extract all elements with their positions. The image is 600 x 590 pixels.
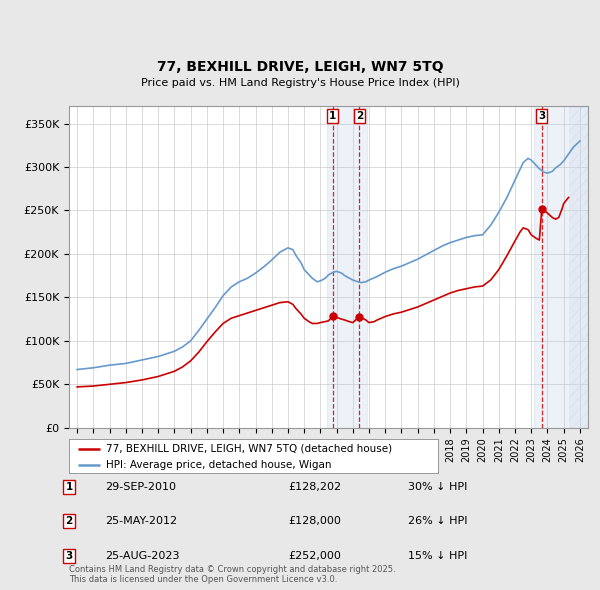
Text: 1: 1 <box>329 111 336 121</box>
Text: 77, BEXHILL DRIVE, LEIGH, WN7 5TQ (detached house): 77, BEXHILL DRIVE, LEIGH, WN7 5TQ (detac… <box>106 444 392 454</box>
Text: 2: 2 <box>65 516 73 526</box>
Text: Price paid vs. HM Land Registry's House Price Index (HPI): Price paid vs. HM Land Registry's House … <box>140 78 460 88</box>
Text: £128,000: £128,000 <box>288 516 341 526</box>
Text: 77, BEXHILL DRIVE, LEIGH, WN7 5TQ: 77, BEXHILL DRIVE, LEIGH, WN7 5TQ <box>157 60 443 74</box>
Text: 25-AUG-2023: 25-AUG-2023 <box>105 551 179 560</box>
Bar <box>569 106 588 428</box>
Text: 1: 1 <box>65 482 73 491</box>
Text: 29-SEP-2010: 29-SEP-2010 <box>105 482 176 491</box>
Bar <box>327 106 367 428</box>
Text: £128,202: £128,202 <box>288 482 341 491</box>
Text: 26% ↓ HPI: 26% ↓ HPI <box>408 516 467 526</box>
Text: 15% ↓ HPI: 15% ↓ HPI <box>408 551 467 560</box>
Text: HPI: Average price, detached house, Wigan: HPI: Average price, detached house, Wiga… <box>106 460 331 470</box>
Text: 3: 3 <box>538 111 545 121</box>
Text: 30% ↓ HPI: 30% ↓ HPI <box>408 482 467 491</box>
Text: 25-MAY-2012: 25-MAY-2012 <box>105 516 177 526</box>
Text: £252,000: £252,000 <box>288 551 341 560</box>
Text: 2: 2 <box>356 111 363 121</box>
Text: 3: 3 <box>65 551 73 560</box>
Text: Contains HM Land Registry data © Crown copyright and database right 2025.
This d: Contains HM Land Registry data © Crown c… <box>69 565 395 584</box>
Bar <box>535 106 588 428</box>
